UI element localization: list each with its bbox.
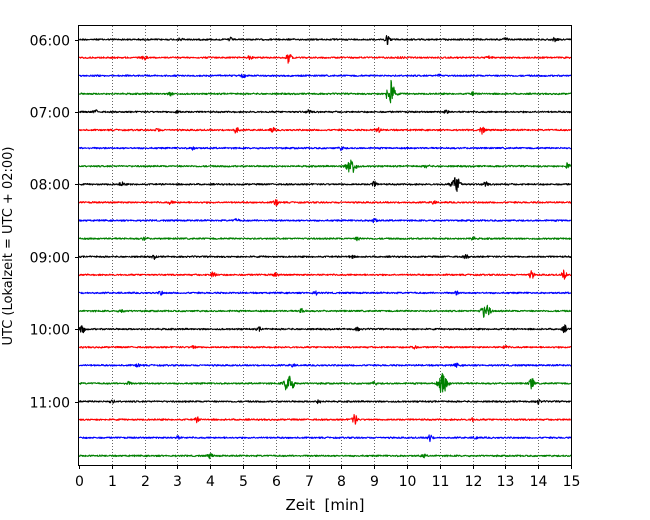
x-tick-label: 15: [563, 474, 581, 490]
trace-row: [78, 159, 572, 173]
x-tick-label: 14: [530, 474, 548, 490]
trace-row: [78, 324, 572, 334]
y-tick-label: 07:00: [30, 106, 70, 122]
trace-layer: [78, 35, 572, 460]
x-tick-label: 9: [370, 474, 379, 490]
trace-row: [78, 198, 572, 207]
y-tick-label: 08:00: [30, 178, 70, 194]
trace-row: [78, 73, 572, 79]
trace-row: [78, 253, 572, 260]
x-tick-label: 8: [337, 474, 346, 490]
trace-row: [78, 54, 572, 64]
y-tick-label: 10:00: [30, 323, 70, 339]
trace-row: [78, 413, 572, 425]
y-tick-label: 09:00: [30, 251, 70, 267]
trace-row: [78, 177, 572, 193]
y-axis-title: UTC (Lokalzeit = UTC + 02:00): [1, 147, 16, 346]
trace-row: [78, 218, 572, 224]
trace-row: [78, 344, 572, 350]
x-axis-title: Zeit [min]: [285, 496, 364, 514]
x-tick-label: 6: [272, 474, 281, 490]
trace-row: [78, 304, 572, 318]
trace-row: [78, 434, 572, 443]
trace-row: [78, 109, 572, 114]
trace-row: [78, 362, 572, 368]
y-axis: 06:00 07:00 08:00 09:00 10:00 11:00: [30, 34, 79, 412]
x-tick-label: 12: [465, 474, 483, 490]
x-tick-label: 11: [432, 474, 450, 490]
x-tick-label: 0: [75, 474, 84, 490]
trace-row: [78, 146, 572, 152]
x-tick-label: 10: [399, 474, 417, 490]
trace-row: [78, 35, 572, 46]
x-tick-label: 1: [108, 474, 117, 490]
trace-row: [78, 372, 572, 393]
x-tick-label: 2: [141, 474, 150, 490]
y-tick-label: 11:00: [30, 396, 70, 412]
x-tick-label: 13: [497, 474, 515, 490]
trace-row: [78, 79, 572, 104]
trace-row: [78, 290, 572, 296]
x-tick-label: 3: [173, 474, 182, 490]
trace-row: [78, 269, 572, 280]
trace-row: [78, 453, 572, 460]
trace-row: [78, 126, 572, 135]
trace-row: [78, 399, 572, 405]
y-tick-label: 06:00: [30, 34, 70, 50]
trace-row: [78, 236, 572, 242]
x-tick-label: 7: [305, 474, 314, 490]
plot-frame: [78, 25, 572, 466]
x-axis: 0 1 2 3 4 5 6 7 8 9 10 11 12 13 14 15: [75, 465, 580, 490]
x-tick-label: 4: [206, 474, 215, 490]
x-tick-label: 5: [239, 474, 248, 490]
grid-layer: [112, 26, 539, 465]
